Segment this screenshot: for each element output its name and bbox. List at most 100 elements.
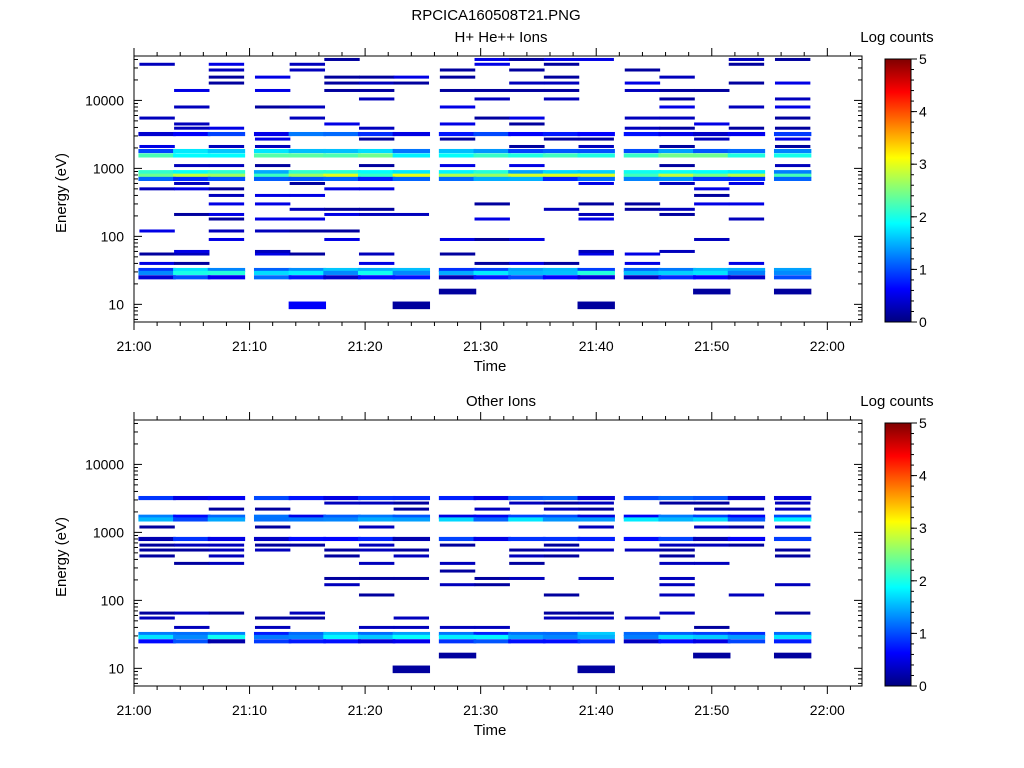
heatmap-cell (139, 187, 175, 191)
heatmap-cell (208, 202, 245, 206)
heatmap-cell (138, 170, 176, 175)
heatmap-cell (658, 514, 696, 519)
heatmap-cell (577, 270, 615, 275)
heatmap-cell (773, 495, 812, 501)
heatmap-cell (509, 261, 545, 265)
heatmap-cell (439, 583, 476, 587)
heatmap-cell (693, 536, 731, 542)
heatmap-cell (542, 275, 581, 280)
colorbar: 0 1 2 3 4 5 Log counts (860, 29, 933, 330)
heatmap-cell (139, 144, 175, 148)
heatmap-cell (289, 68, 326, 72)
colorbar-tick-label: 2 (919, 573, 927, 589)
heatmap-cell (358, 252, 395, 256)
heatmap-cell (578, 202, 614, 206)
heatmap-cell (138, 270, 176, 275)
heatmap-cell (659, 88, 695, 92)
heatmap-cell (174, 88, 210, 92)
heatmap-cell (659, 126, 695, 130)
heatmap-cell (473, 517, 511, 522)
heatmap-cell (659, 611, 695, 615)
heatmap-cell (623, 495, 662, 501)
heatmap-cell (254, 229, 291, 233)
x-tick-label: 21:00 (116, 702, 151, 718)
y-tick-label: 10 (108, 296, 124, 312)
heatmap-cell (473, 536, 511, 542)
heatmap-cell (774, 611, 811, 615)
heatmap-cell (207, 131, 246, 137)
y-axis-label: Energy (eV) (53, 153, 70, 233)
heatmap-cell (658, 131, 696, 137)
heatmap-cell (577, 495, 615, 501)
heatmap-cell (728, 57, 765, 61)
heatmap-cell (509, 68, 545, 72)
heatmap-cell (508, 270, 546, 275)
heatmap-cell (253, 634, 292, 639)
heatmap-cell (659, 249, 695, 253)
heatmap-cell (694, 122, 730, 126)
y-tick-label: 10000 (85, 92, 124, 108)
heatmap-cell (138, 536, 176, 542)
heatmap-cell (253, 517, 292, 522)
heatmap-cell (208, 164, 245, 168)
heatmap-cell (254, 202, 291, 206)
heatmap-cell (728, 202, 765, 206)
heatmap-block (693, 288, 731, 295)
heatmap-cell (358, 212, 395, 216)
heatmap-cell (323, 170, 361, 175)
heatmap-cell (138, 639, 176, 644)
heatmap-cell (208, 187, 245, 191)
heatmap-cell (509, 116, 545, 120)
heatmap-cell (694, 543, 730, 547)
heatmap-cell (438, 536, 477, 542)
heatmap-cell (357, 153, 396, 158)
heatmap-cell (728, 81, 765, 85)
heatmap-cell (694, 193, 730, 197)
heatmap-cell (624, 252, 661, 256)
heatmap-cell (139, 543, 175, 547)
heatmap-cell (323, 634, 361, 639)
heatmap-cell (138, 514, 176, 519)
heatmap-cell (509, 554, 545, 558)
heatmap-cell (324, 583, 360, 587)
heatmap-cell (393, 75, 430, 79)
colorbar-tick-label: 0 (919, 314, 927, 330)
y-axis-label: Energy (eV) (53, 517, 70, 597)
heatmap-cell (288, 153, 327, 158)
heatmap-cell (438, 148, 477, 154)
heatmap-cell (474, 116, 510, 120)
colorbar-tick-label: 1 (919, 625, 927, 641)
heatmap-cell (693, 631, 731, 637)
heatmap-cell (773, 275, 812, 280)
heatmap-cell (623, 170, 662, 175)
heatmap-cell (357, 634, 396, 639)
heatmap-cell (474, 576, 510, 580)
heatmap-cell (138, 176, 176, 181)
heatmap-cell (694, 187, 730, 191)
heatmap-cell (577, 517, 615, 522)
heatmap-cell (474, 625, 510, 629)
heatmap-cell (508, 634, 546, 639)
heatmap-cell (474, 261, 510, 265)
heatmap-cell (358, 137, 395, 141)
x-axis-label: Time (474, 358, 507, 375)
heatmap-cell (774, 583, 811, 587)
heatmap-cell (623, 634, 662, 639)
heatmap-cell (138, 517, 176, 522)
heatmap-cell (623, 517, 662, 522)
heatmap-cell (208, 548, 245, 552)
heatmap-cell (473, 639, 511, 644)
heatmap-cell (324, 187, 360, 191)
x-tick-label: 21:20 (348, 338, 383, 354)
heatmap-cell (174, 625, 210, 629)
heatmap-cell (577, 631, 615, 637)
heatmap-cell (774, 126, 811, 130)
colorbar-tick-label: 0 (919, 678, 927, 694)
heatmap-cell (357, 517, 396, 522)
heatmap-cell (474, 88, 510, 92)
heatmap-cell (578, 181, 614, 185)
heatmap-cell (173, 495, 211, 501)
heatmap-cell (578, 249, 614, 253)
heatmap-cell (254, 144, 291, 148)
